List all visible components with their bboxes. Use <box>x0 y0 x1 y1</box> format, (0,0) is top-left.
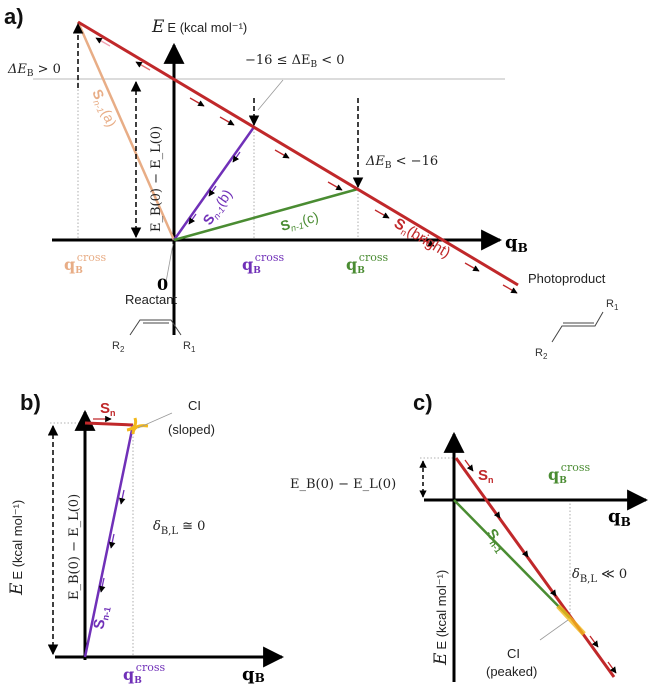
de-positive-label: ΔEB > 0 <box>7 62 61 79</box>
sn1-c-curve <box>173 187 359 242</box>
trans-alkene-structure <box>551 311 604 343</box>
reactant-label: Reactant <box>125 292 177 307</box>
dotted-guides <box>77 79 359 240</box>
photoproduct-label: Photoproduct <box>528 271 606 286</box>
de-mid-label: −16 ≤ ΔEB < 0 <box>245 53 345 70</box>
qcross-c-label: qBcross <box>346 251 388 276</box>
panel-a-label: a) <box>4 4 24 29</box>
ci-type-label: (sloped) <box>168 422 215 437</box>
trans-r1-label: R1 <box>606 298 619 312</box>
ci-leader <box>539 619 569 641</box>
delta-label: δB,L ≅ 0 <box>153 519 205 537</box>
sn-label: Sn <box>478 467 494 485</box>
sn-curve <box>454 457 616 678</box>
qcross-b-label: qBcross <box>242 251 284 276</box>
panel-c: c) E_B(0) − E_L(0) Sn Sn-1 qBcross qB δB… <box>290 390 649 682</box>
sn-label: Sn <box>100 400 116 418</box>
qcross-a-label: qBcross <box>64 251 106 276</box>
de-mid-leader <box>257 79 284 111</box>
panel-b: b) EE (kcal mol⁻¹) E_B(0) − E_L(0) Sn Sn… <box>7 390 285 685</box>
trans-r2-label: R2 <box>535 347 548 361</box>
sn-bright-curve <box>77 20 519 287</box>
ci-label: CI <box>188 398 201 413</box>
gap-label: E_B(0) − E_L(0) <box>67 494 82 600</box>
ci-label: CI <box>507 646 520 661</box>
ci-leader <box>137 412 173 429</box>
qcross-label: qBcross <box>548 461 590 486</box>
origin-leader <box>165 243 174 283</box>
delta-label: δB,L ≪ 0 <box>572 567 627 585</box>
ci-sloped-cone <box>126 417 149 435</box>
cis-alkene-structure <box>129 319 182 336</box>
qb-axis-label: qB <box>505 232 528 255</box>
origin-label: 0 <box>157 275 168 294</box>
sn1-b-motion-arrows <box>188 151 241 225</box>
qb-axis-label: qB <box>242 664 265 685</box>
energy-axis-label: EE (kcal mol⁻¹) <box>7 500 27 596</box>
cis-r1-label: R1 <box>183 340 196 354</box>
sn1-a-curve <box>76 21 176 241</box>
ci-peaked-cone <box>556 604 586 636</box>
qcross-label: qBcross <box>123 661 165 685</box>
sn-motion-arrows <box>95 37 518 294</box>
cis-r2-label: R2 <box>112 340 125 354</box>
energy-axis-label: EE (kcal mol⁻¹) <box>431 570 451 666</box>
ci-type-label: (peaked) <box>486 664 537 679</box>
panel-c-label: c) <box>413 390 433 415</box>
sn1-label: Sn-1 <box>90 604 112 631</box>
gap-label: E_B(0) − E_L(0) <box>149 126 164 232</box>
sn-motion-arrows <box>464 459 617 674</box>
sn1-a-label: Sn-1(a) <box>87 87 120 130</box>
de-neg-label: ΔEB < −16 <box>365 154 438 171</box>
sn1-curve <box>453 499 571 619</box>
sn1-b-curve <box>172 126 256 241</box>
gap-label: E_B(0) − E_L(0) <box>290 477 396 492</box>
panel-b-label: b) <box>20 390 41 415</box>
sn-curve <box>84 421 134 427</box>
qb-axis-label: qB <box>608 506 631 529</box>
sn1-curve <box>83 424 135 658</box>
sn1-c-label: Sn-1(c) <box>279 208 321 235</box>
sn1-b-label: Sn-1(b) <box>199 186 236 229</box>
sn1-motion-arrows <box>99 489 126 593</box>
